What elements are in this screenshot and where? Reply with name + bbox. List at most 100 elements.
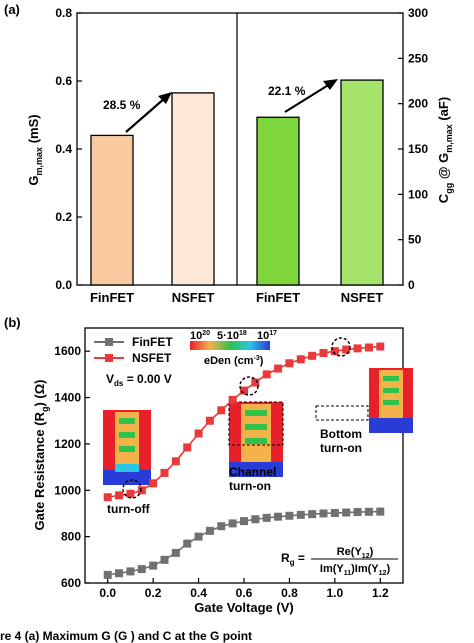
x-tick-label: 0.4 — [190, 586, 207, 600]
point-nsfet — [149, 479, 158, 488]
right-tick-label: 0 — [408, 278, 415, 292]
point-nsfet — [319, 349, 328, 358]
point-nsfet — [240, 386, 248, 395]
colorbar-tick-mid: 5·1018 — [217, 330, 247, 342]
x-tick-label: 0.0 — [99, 586, 116, 600]
bar-right-3 — [340, 79, 384, 286]
caption-fragment: re 4 (a) Maximum G (G ) and C at the G p… — [0, 629, 252, 643]
legend-marker-nsfet — [105, 354, 113, 362]
legend-label-nsfet: NSFET — [132, 351, 172, 365]
inset-turn-off — [103, 410, 151, 485]
point-finfet — [251, 515, 260, 524]
inset-channel-turn-on — [228, 401, 284, 477]
inset-label-channel-turn-on: turn-on — [229, 479, 271, 493]
annotation-22-1: 22.1 % — [268, 84, 306, 98]
legend-marker-finfet — [105, 338, 113, 346]
category-label: FinFET — [256, 290, 300, 305]
panel-a-label: (a) — [4, 2, 20, 17]
point-finfet — [228, 519, 237, 528]
right-tick-label: 150 — [408, 142, 428, 156]
y-tick-label: 1400 — [54, 391, 81, 405]
point-finfet — [330, 508, 339, 517]
colorbar-label: eDen (cm-3) — [204, 355, 264, 367]
point-nsfet — [353, 344, 362, 353]
point-finfet — [285, 511, 294, 520]
point-finfet — [308, 510, 317, 519]
point-finfet — [240, 517, 248, 526]
point-nsfet — [194, 429, 203, 438]
panel-b-label: (b) — [4, 315, 21, 330]
point-nsfet — [217, 406, 226, 415]
inset-label-turn-off: turn-off — [107, 502, 151, 516]
left-tick-label: 0.6 — [55, 74, 72, 88]
point-nsfet — [160, 468, 169, 477]
colorbar: 1020 5·1018 1017 eDen (cm-3) — [190, 330, 277, 367]
formula-numerator: Re(Y12) — [337, 546, 374, 560]
point-finfet — [353, 508, 362, 517]
bar-right-2 — [256, 116, 300, 286]
panel-b-ylabel: Gate Resistance (Rg) (Ω) — [32, 379, 50, 530]
point-finfet — [376, 507, 385, 516]
point-nsfet — [183, 443, 192, 452]
highlight-circle-turn-off — [122, 479, 142, 499]
point-finfet — [296, 510, 305, 519]
highlight-circle-channel — [239, 376, 259, 396]
formula-lhs: Rg = — [281, 551, 305, 567]
left-tick-label: 0.4 — [55, 142, 72, 156]
legend-label-finfet: FinFET — [132, 335, 173, 349]
formula-denominator: Im(Y11)Im(Y12) — [320, 563, 391, 577]
right-tick-label: 50 — [408, 233, 422, 247]
point-nsfet — [228, 395, 237, 404]
point-finfet — [160, 555, 169, 564]
bar-left-0 — [90, 134, 134, 286]
point-nsfet — [285, 359, 294, 368]
point-finfet — [183, 539, 192, 548]
panel-b: (b) 600 800 1000 1200 1400 1600 0.0 0.2 0.4 0.6 0… — [4, 315, 413, 615]
point-nsfet — [330, 347, 339, 356]
colorbar-gradient — [190, 341, 270, 350]
point-nsfet — [115, 491, 124, 500]
inset-label-bottom-turn-on: turn-on — [320, 441, 362, 455]
point-finfet — [137, 565, 146, 574]
point-nsfet — [308, 351, 317, 360]
right-ylabel: Cgg @ Gm,max (aF) — [436, 97, 454, 203]
y-tick-label: 1000 — [54, 483, 81, 497]
point-nsfet — [103, 493, 112, 502]
arrow-finfet-nsfet — [125, 92, 172, 133]
x-tick-label: 1.0 — [327, 586, 344, 600]
right-tick-label: 200 — [408, 97, 428, 111]
vds-label: Vds = 0.00 V — [106, 372, 172, 388]
point-nsfet — [262, 370, 271, 379]
point-finfet — [217, 522, 226, 531]
point-nsfet — [274, 364, 283, 373]
left-tick-label: 0.0 — [55, 278, 72, 292]
y-tick-label: 800 — [61, 530, 81, 544]
point-finfet — [194, 532, 203, 541]
x-tick-label: 0.2 — [145, 586, 162, 600]
right-tick-label: 100 — [408, 187, 428, 201]
inset-label-channel: Channel — [229, 465, 276, 479]
point-nsfet — [205, 416, 214, 425]
x-tick-label: 1.2 — [372, 586, 389, 600]
annotation-28-5: 28.5 % — [103, 98, 141, 112]
arrow-finfet-nsfet-green — [284, 79, 338, 113]
category-label: NSFET — [341, 290, 384, 305]
category-label: FinFET — [90, 290, 134, 305]
colorbar-tick-low: 1017 — [257, 330, 277, 342]
category-label: NSFET — [172, 290, 215, 305]
point-finfet — [171, 548, 180, 557]
point-finfet — [342, 508, 351, 517]
point-finfet — [149, 561, 158, 570]
left-tick-label: 0.8 — [55, 6, 72, 20]
point-nsfet — [171, 457, 180, 466]
point-nsfet — [296, 355, 305, 364]
inset-label-bottom: Bottom — [320, 427, 362, 441]
y-tick-label: 1600 — [54, 344, 81, 358]
right-tick-label: 250 — [408, 51, 428, 65]
y-tick-label: 1200 — [54, 437, 81, 451]
bar-left-1 — [171, 92, 215, 286]
point-finfet — [319, 509, 328, 518]
point-finfet — [205, 526, 214, 535]
highlight-circle-bottom — [331, 337, 351, 357]
